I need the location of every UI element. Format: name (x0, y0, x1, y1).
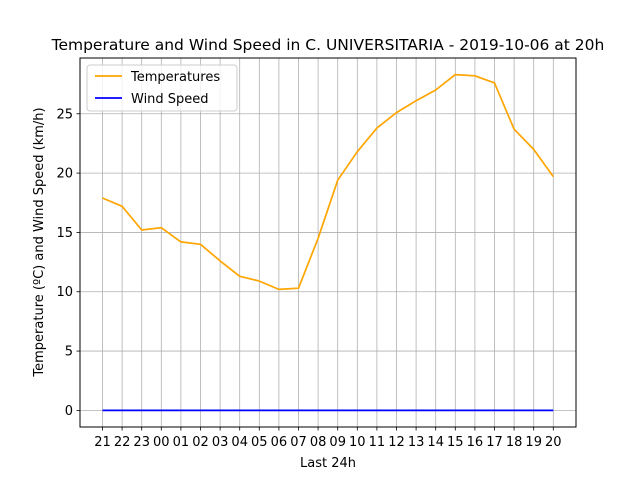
x-tick-label: 16 (467, 435, 484, 450)
y-tick-label: 20 (56, 167, 73, 182)
y-tick-label: 0 (65, 404, 73, 419)
x-tick-label: 07 (290, 435, 307, 450)
series-line-temperatures (102, 73, 554, 291)
y-tick-label: 25 (56, 107, 73, 122)
x-tick-label: 15 (447, 435, 464, 450)
y-axis: 0 5 10 15 20 25 (56, 107, 80, 419)
x-tick-label: 11 (369, 435, 386, 450)
y-tick-label: 10 (56, 285, 73, 300)
legend: Temperatures Wind Speed (86, 64, 238, 112)
y-axis-label: Temperature (ºC) and Wind Speed (km/h) (32, 107, 47, 377)
y-tick-label: 15 (56, 226, 73, 241)
x-tick-label: 21 (94, 435, 111, 450)
x-axis-label: Last 24h (300, 456, 356, 471)
x-tick-label: 14 (427, 435, 444, 450)
y-tick-label: 5 (65, 345, 73, 360)
x-tick-label: 08 (310, 435, 327, 450)
x-tick-label: 18 (506, 435, 523, 450)
legend-label-temperatures: Temperatures (130, 70, 220, 85)
x-tick-label: 06 (271, 435, 288, 450)
x-tick-label: 20 (545, 435, 562, 450)
x-tick-label: 22 (114, 435, 131, 450)
series-layer (102, 73, 554, 412)
x-tick-label: 09 (329, 435, 346, 450)
x-axis: 21 22 23 00 01 02 03 04 05 06 07 08 09 10 11 12 13 14 15 16… (94, 427, 562, 450)
chart-title: Temperature and Wind Speed in C. UNIVERS… (51, 36, 605, 54)
x-tick-label: 05 (251, 435, 268, 450)
x-tick-label: 19 (525, 435, 542, 450)
x-tick-label: 02 (192, 435, 209, 450)
x-tick-label: 01 (173, 435, 190, 450)
legend-box (86, 64, 238, 112)
legend-label-wind-speed: Wind Speed (131, 92, 209, 107)
plot-area (79, 57, 577, 428)
x-tick-label: 03 (212, 435, 229, 450)
x-tick-label: 12 (388, 435, 405, 450)
x-tick-label: 04 (231, 435, 248, 450)
x-tick-label: 13 (408, 435, 425, 450)
x-tick-label: 17 (486, 435, 503, 450)
x-tick-label: 00 (153, 435, 170, 450)
x-tick-label: 23 (133, 435, 150, 450)
x-tick-label: 10 (349, 435, 366, 450)
